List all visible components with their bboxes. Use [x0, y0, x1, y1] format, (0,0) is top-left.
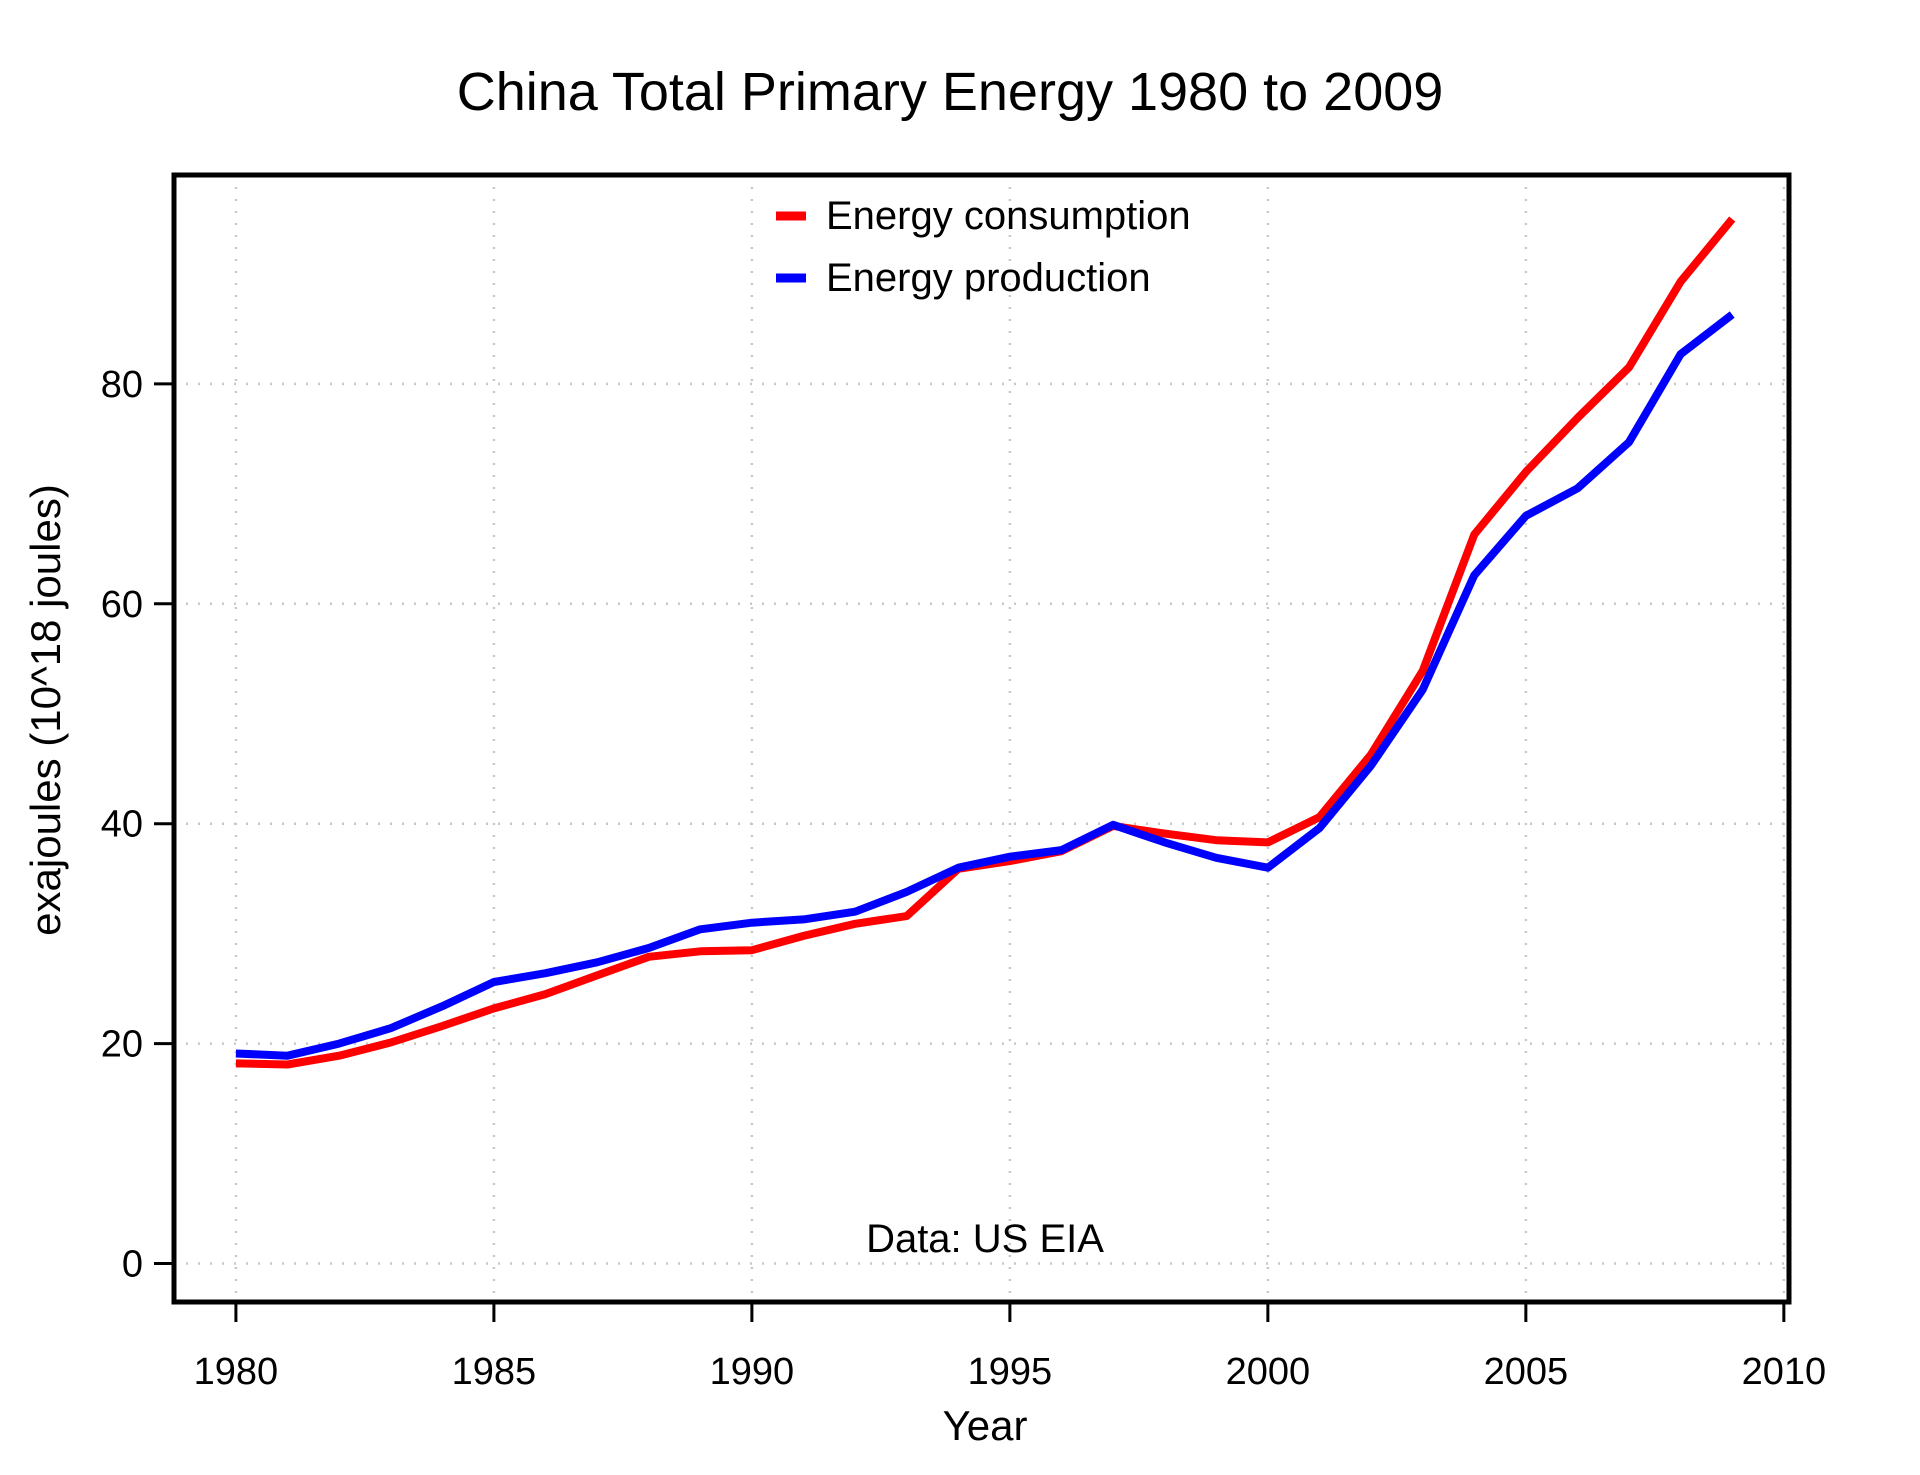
y-tick-label: 80: [101, 364, 143, 406]
legend: Energy consumption Energy production: [776, 194, 1191, 300]
data-source-note: Data: US EIA: [866, 1217, 1104, 1261]
x-tick-label: 1980: [194, 1351, 279, 1393]
series-lines: [235, 216, 1736, 1069]
y-tick-label: 40: [101, 804, 143, 846]
y-axis: 0 20 40 60 80: [101, 364, 172, 1286]
y-tick-label: 20: [101, 1024, 143, 1066]
x-tick-label: 2000: [1226, 1351, 1311, 1393]
legend-label: Energy production: [826, 256, 1151, 300]
plot-frame: [171, 172, 1792, 1305]
y-tick-label: 60: [101, 584, 143, 626]
x-axis-label: Year: [943, 1402, 1028, 1449]
legend-label: Energy consumption: [826, 194, 1191, 238]
x-tick-label: 1995: [968, 1351, 1053, 1393]
grid: [174, 175, 1789, 1302]
y-tick-label: 0: [122, 1244, 143, 1286]
x-axis: 1980 1985 1990 1995 2000 2005 2010: [194, 1304, 1826, 1393]
chart-title: China Total Primary Energy 1980 to 2009: [457, 62, 1444, 122]
series-line-production: [235, 311, 1735, 1060]
x-tick-label: 1990: [710, 1351, 795, 1393]
x-tick-label: 2005: [1484, 1351, 1569, 1393]
y-axis-label: exajoules (10^18 joules): [22, 484, 69, 936]
x-tick-label: 2010: [1742, 1351, 1827, 1393]
x-tick-label: 1985: [452, 1351, 537, 1393]
